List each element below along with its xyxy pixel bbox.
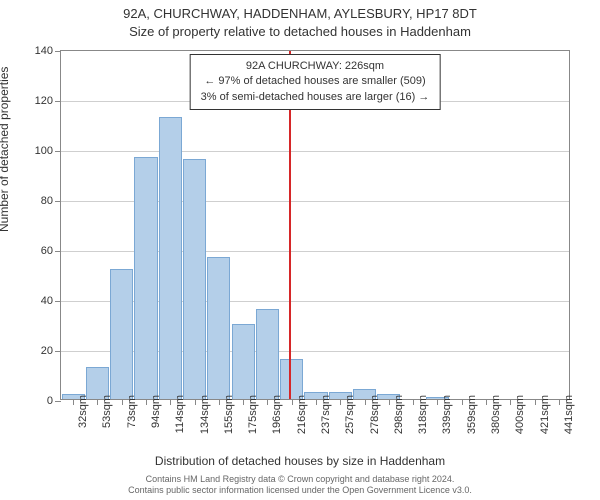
x-tick-label: 400sqm bbox=[514, 395, 526, 434]
x-tick bbox=[559, 399, 560, 405]
y-tick bbox=[55, 51, 61, 52]
x-tick-label: 32sqm bbox=[77, 395, 89, 428]
x-tick-label: 318sqm bbox=[417, 395, 429, 434]
x-tick-label: 421sqm bbox=[539, 395, 551, 434]
footer-line1: Contains HM Land Registry data © Crown c… bbox=[0, 474, 600, 486]
y-tick-label: 80 bbox=[21, 195, 53, 207]
x-tick bbox=[122, 399, 123, 405]
x-tick bbox=[316, 399, 317, 405]
x-tick bbox=[535, 399, 536, 405]
x-tick bbox=[195, 399, 196, 405]
annotation-line2: ← 97% of detached houses are smaller (50… bbox=[201, 74, 430, 89]
x-tick bbox=[146, 399, 147, 405]
x-tick-label: 278sqm bbox=[369, 395, 381, 434]
x-tick-label: 196sqm bbox=[271, 395, 283, 434]
x-axis-title: Distribution of detached houses by size … bbox=[0, 454, 600, 468]
chart-title-sub: Size of property relative to detached ho… bbox=[0, 24, 600, 39]
x-tick bbox=[437, 399, 438, 405]
y-tick-label: 140 bbox=[21, 45, 53, 57]
x-tick bbox=[413, 399, 414, 405]
histogram-bar bbox=[134, 157, 157, 400]
chart-footer: Contains HM Land Registry data © Crown c… bbox=[0, 474, 600, 497]
x-tick bbox=[170, 399, 171, 405]
x-tick-label: 114sqm bbox=[174, 395, 186, 433]
x-tick-label: 359sqm bbox=[466, 395, 478, 434]
histogram-bar bbox=[280, 359, 303, 399]
y-tick-label: 120 bbox=[21, 95, 53, 107]
histogram-bar bbox=[256, 309, 279, 399]
x-tick bbox=[219, 399, 220, 405]
y-tick bbox=[55, 401, 61, 402]
x-tick-label: 216sqm bbox=[296, 395, 308, 434]
histogram-bar bbox=[110, 269, 133, 399]
y-tick bbox=[55, 301, 61, 302]
grid-line bbox=[61, 151, 569, 152]
histogram-bar bbox=[207, 257, 230, 400]
y-axis-title: Number of detached properties bbox=[0, 67, 11, 232]
x-tick-label: 237sqm bbox=[320, 395, 332, 434]
histogram-bar bbox=[159, 117, 182, 400]
plot-area: 92A CHURCHWAY: 226sqm ← 97% of detached … bbox=[60, 50, 570, 400]
y-tick-label: 60 bbox=[21, 245, 53, 257]
x-tick-label: 155sqm bbox=[223, 395, 235, 434]
x-tick-label: 380sqm bbox=[490, 395, 502, 434]
x-tick bbox=[365, 399, 366, 405]
x-tick-label: 134sqm bbox=[199, 395, 211, 434]
annotation-line1: 92A CHURCHWAY: 226sqm bbox=[201, 59, 430, 74]
y-tick-label: 20 bbox=[21, 345, 53, 357]
x-tick-label: 73sqm bbox=[126, 395, 138, 428]
x-tick-label: 53sqm bbox=[101, 395, 113, 428]
histogram-bar bbox=[232, 324, 255, 399]
x-tick bbox=[97, 399, 98, 405]
chart-title-main: 92A, CHURCHWAY, HADDENHAM, AYLESBURY, HP… bbox=[0, 6, 600, 21]
x-tick-label: 175sqm bbox=[247, 395, 259, 434]
y-tick bbox=[55, 151, 61, 152]
histogram-bar bbox=[183, 159, 206, 399]
y-tick bbox=[55, 351, 61, 352]
y-tick-label: 0 bbox=[21, 395, 53, 407]
annotation-line3: 3% of semi-detached houses are larger (1… bbox=[201, 90, 430, 105]
x-tick-label: 94sqm bbox=[150, 395, 162, 428]
x-tick-label: 257sqm bbox=[344, 395, 356, 434]
x-tick bbox=[292, 399, 293, 405]
annotation-box: 92A CHURCHWAY: 226sqm ← 97% of detached … bbox=[190, 54, 441, 110]
x-tick-label: 298sqm bbox=[393, 395, 405, 434]
x-tick bbox=[267, 399, 268, 405]
x-tick bbox=[73, 399, 74, 405]
x-tick bbox=[510, 399, 511, 405]
y-tick-label: 100 bbox=[21, 145, 53, 157]
x-tick bbox=[486, 399, 487, 405]
footer-line2: Contains public sector information licen… bbox=[0, 485, 600, 497]
x-tick-label: 441sqm bbox=[563, 395, 575, 434]
x-tick bbox=[462, 399, 463, 405]
y-tick-label: 40 bbox=[21, 295, 53, 307]
x-tick bbox=[340, 399, 341, 405]
y-tick bbox=[55, 251, 61, 252]
y-tick bbox=[55, 201, 61, 202]
chart-container: 92A, CHURCHWAY, HADDENHAM, AYLESBURY, HP… bbox=[0, 0, 600, 500]
x-tick bbox=[243, 399, 244, 405]
y-tick bbox=[55, 101, 61, 102]
x-tick bbox=[389, 399, 390, 405]
x-tick-label: 339sqm bbox=[441, 395, 453, 434]
